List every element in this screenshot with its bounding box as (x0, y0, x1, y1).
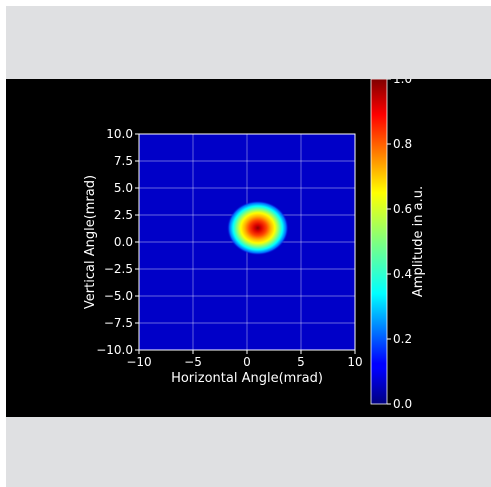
colorbar-tick-label: 0.4 (393, 267, 412, 281)
colorbar-tick-label: 0.6 (393, 202, 412, 216)
y-tick-label: 10.0 (106, 127, 133, 141)
bottom-gray-band (6, 417, 491, 487)
y-tick-label: 2.5 (114, 208, 133, 222)
heatmap-figure: −10 −5 0 5 10 10.0 7.5 5.0 2.5 0.0 −2.5 −5.0 −7.5 −10… (6, 79, 491, 417)
y-tick-label: −5.0 (104, 289, 133, 303)
top-gray-band (6, 6, 491, 79)
colorbar-tick-label: 0.0 (393, 397, 412, 411)
colorbar-tick-label: 0.8 (393, 137, 412, 151)
y-axis-label: Vertical Angle(mrad) (83, 175, 98, 309)
colorbar-label: Amplitude in a.u. (411, 186, 426, 297)
y-tick-label: 7.5 (114, 154, 133, 168)
y-tick-label: 5.0 (114, 181, 133, 195)
colorbar-tick-label: 1.0 (393, 79, 412, 86)
y-tick-label: −10.0 (96, 343, 133, 357)
x-tick-label: −10 (126, 355, 151, 369)
heatmap-peak-spot (226, 200, 289, 256)
x-tick-label: 10 (347, 355, 362, 369)
y-tick-label: 0.0 (114, 235, 133, 249)
x-tick-label: −5 (184, 355, 202, 369)
x-axis-label: Horizontal Angle(mrad) (171, 371, 323, 386)
heatmap-chart: −10 −5 0 5 10 10.0 7.5 5.0 2.5 0.0 −2.5 −5.0 −7.5 −10… (83, 79, 426, 411)
x-tick-label: 0 (243, 355, 251, 369)
y-tick-label: −2.5 (104, 262, 133, 276)
colorbar-tick-label: 0.2 (393, 332, 412, 346)
colorbar (370, 79, 388, 405)
y-tick-label: −7.5 (104, 316, 133, 330)
x-tick-label: 5 (297, 355, 305, 369)
